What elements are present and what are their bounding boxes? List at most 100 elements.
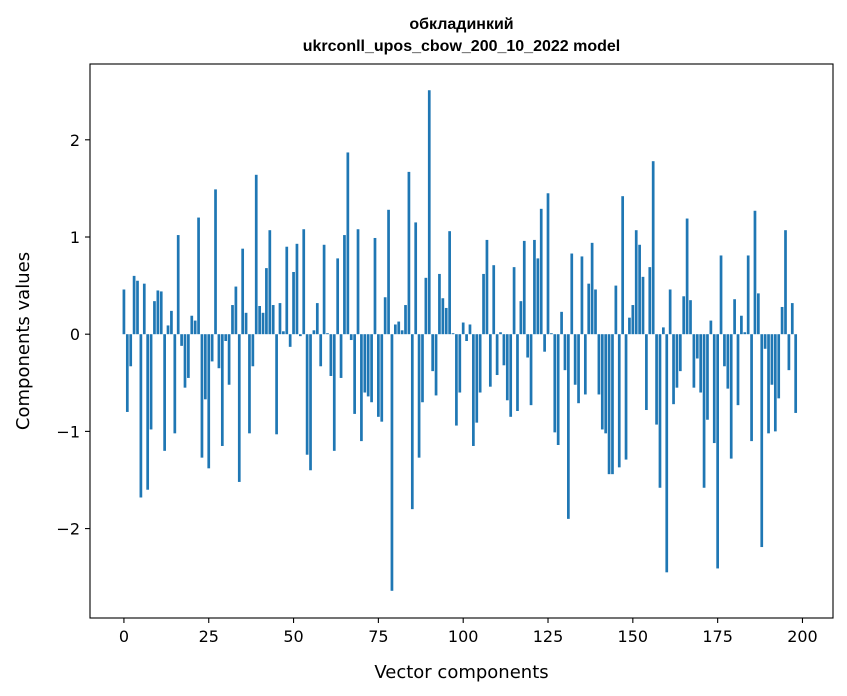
bar — [750, 334, 753, 442]
bar — [689, 300, 692, 335]
bar — [712, 334, 716, 444]
bar — [641, 276, 645, 335]
bar — [404, 305, 407, 335]
bar — [302, 229, 306, 335]
bar — [502, 334, 506, 366]
bar — [740, 315, 743, 335]
bar — [651, 161, 655, 335]
bar — [170, 310, 173, 335]
bar — [163, 334, 166, 451]
bar — [241, 248, 245, 335]
bar — [265, 268, 268, 335]
x-tick-label: 200 — [787, 627, 818, 646]
bar — [455, 334, 458, 426]
bar — [224, 334, 228, 341]
bar — [176, 235, 180, 335]
bar — [346, 152, 350, 335]
bar — [594, 289, 597, 335]
bar — [153, 301, 156, 335]
x-tick-label: 75 — [368, 627, 388, 646]
bar — [658, 334, 662, 488]
y-tick-label: 2 — [70, 131, 80, 150]
bar — [207, 334, 211, 469]
bar — [790, 303, 794, 335]
bar — [326, 333, 329, 335]
bar — [383, 297, 387, 335]
bar — [499, 332, 502, 335]
bar — [757, 293, 760, 335]
bar — [478, 334, 482, 393]
bar — [180, 334, 183, 346]
bar — [139, 334, 143, 498]
x-tick-label: 125 — [533, 627, 564, 646]
bar — [461, 322, 465, 335]
bar — [142, 283, 146, 335]
bar — [607, 334, 611, 475]
bar — [726, 334, 730, 389]
x-tick-label: 175 — [702, 627, 733, 646]
bar — [709, 320, 713, 335]
bar — [685, 218, 689, 335]
bar — [600, 334, 604, 430]
bar — [539, 208, 543, 335]
bar — [217, 334, 221, 369]
y-axis-ticks: −2 −1 0 1 2 — [56, 131, 90, 539]
bar — [329, 334, 333, 376]
bar — [183, 334, 187, 388]
bar — [533, 239, 536, 335]
bar — [122, 289, 126, 335]
bar — [390, 334, 394, 591]
bar — [237, 334, 241, 482]
bar — [485, 239, 489, 335]
bar — [729, 334, 733, 459]
bar — [583, 334, 587, 395]
bar — [322, 244, 326, 335]
bar — [614, 285, 618, 335]
bar — [193, 320, 197, 335]
bar — [336, 258, 340, 335]
bar — [577, 334, 580, 404]
bar — [244, 312, 248, 335]
bar — [655, 334, 658, 425]
bar — [366, 334, 370, 397]
bar — [780, 306, 784, 335]
bar — [410, 334, 414, 510]
bar — [723, 334, 726, 367]
bar — [519, 301, 523, 335]
bar — [438, 273, 441, 335]
bar — [465, 334, 468, 341]
bar — [624, 334, 628, 460]
bar — [773, 334, 777, 432]
bar — [231, 305, 234, 335]
bar — [200, 334, 204, 458]
bar — [760, 334, 764, 548]
bar — [268, 230, 272, 335]
bar — [387, 209, 390, 335]
bar — [628, 317, 631, 335]
bar — [495, 334, 499, 376]
bar — [611, 334, 614, 475]
plot-area-frame — [89, 63, 834, 619]
bar — [400, 330, 404, 335]
bar — [282, 331, 285, 335]
bar — [424, 277, 428, 335]
bar — [319, 334, 323, 367]
bar — [434, 334, 438, 396]
bar — [777, 334, 781, 399]
bar — [580, 256, 584, 335]
bar — [631, 305, 635, 335]
bar — [556, 334, 560, 445]
bar — [553, 334, 557, 433]
bar — [638, 244, 641, 335]
bar — [441, 298, 445, 335]
bar — [298, 334, 302, 337]
bar — [516, 334, 519, 411]
bar — [251, 334, 255, 367]
bar — [254, 174, 258, 335]
bar — [634, 230, 638, 335]
bar — [621, 196, 625, 335]
bar — [587, 283, 591, 335]
y-axis-label: Components values — [13, 252, 34, 430]
bar — [702, 334, 706, 488]
